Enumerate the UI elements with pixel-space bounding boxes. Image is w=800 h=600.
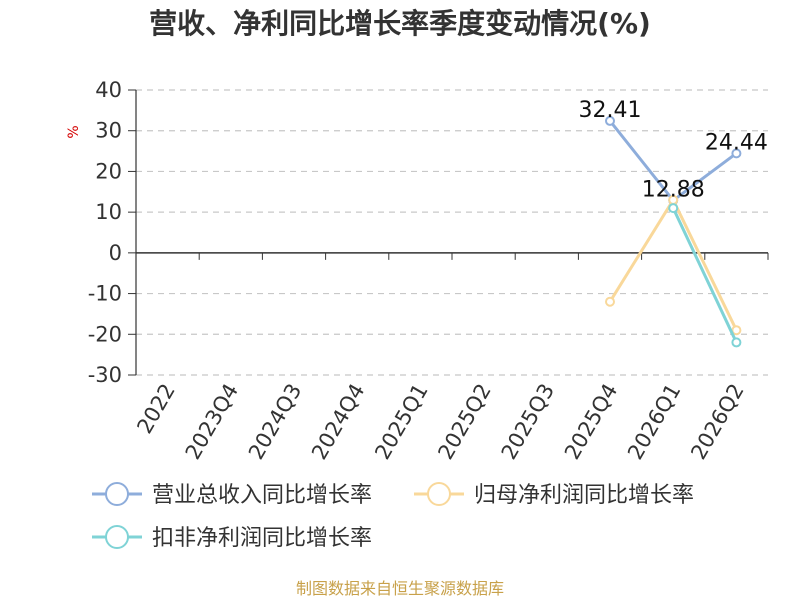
legend-label: 归母净利润同比增长率: [474, 483, 694, 508]
x-tick-label: 2022: [132, 380, 180, 438]
x-tick-label: 2026Q1: [623, 380, 685, 464]
x-tick-label: 2025Q4: [560, 380, 622, 464]
data-point: [605, 115, 615, 126]
y-tick-label: 10: [95, 200, 122, 224]
y-tick-label: -30: [88, 363, 122, 387]
legend-label: 营业总收入同比增长率: [152, 483, 372, 508]
y-tick-label: 30: [95, 119, 122, 143]
data-point: [731, 337, 742, 348]
data-label: 12.88: [642, 177, 705, 202]
chart-title: 营收、净利同比增长率季度变动情况(%): [149, 7, 651, 40]
legend-swatch-marker: [427, 482, 451, 506]
data-point: [731, 148, 742, 159]
x-tick-label: 2024Q3: [244, 380, 306, 464]
data-label: 24.44: [705, 130, 768, 155]
data-point: [605, 296, 615, 307]
x-tick-label: 2025Q1: [370, 380, 432, 464]
data-label: 32.41: [579, 98, 642, 123]
y-tick-label: -20: [88, 322, 122, 346]
x-tick-label: 2026Q2: [686, 380, 748, 464]
y-axis-unit: %: [66, 125, 82, 138]
y-tick-label: 20: [95, 159, 122, 183]
axes: [128, 89, 769, 376]
grid: [136, 89, 768, 376]
y-tick-label: 0: [109, 241, 122, 265]
y-axis-ticks: 40 30 20 10 0 -10 -20 -30: [88, 78, 122, 387]
y-tick-label: -10: [88, 282, 122, 306]
series-layer: [605, 115, 742, 348]
legend-swatch-marker: [105, 482, 129, 506]
source-note: 制图数据来自恒生聚源数据库: [296, 579, 504, 598]
legend-label: 扣非净利润同比增长率: [152, 526, 372, 551]
x-tick-label: 2025Q3: [497, 380, 559, 464]
x-tick-label: 2023Q4: [181, 380, 243, 464]
data-point: [668, 203, 679, 214]
x-tick-label: 2024Q4: [307, 380, 369, 464]
x-axis-ticks: 2022 2023Q4 2024Q3 2024Q4 2025Q1 2025Q2 2025Q3…: [132, 379, 748, 463]
y-tick-label: 40: [95, 78, 122, 102]
series-line-2: [608, 198, 738, 331]
legend-swatch-marker: [105, 525, 129, 549]
x-tick-label: 2025Q2: [433, 379, 495, 463]
data-point: [731, 325, 742, 336]
series-line-3: [671, 207, 738, 344]
